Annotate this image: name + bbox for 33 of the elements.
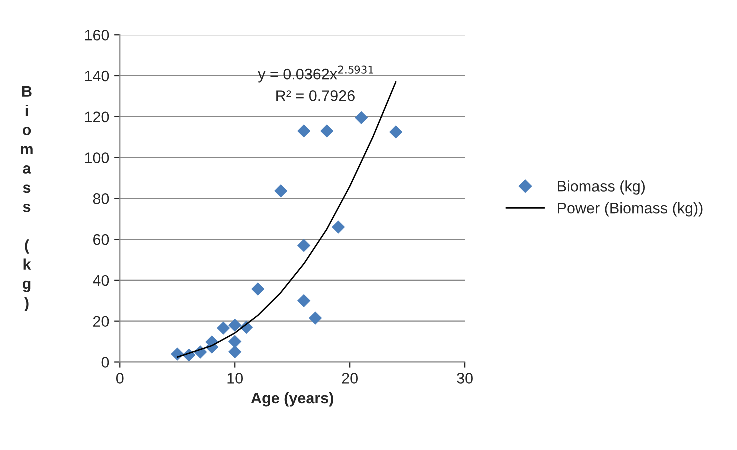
- point: [298, 239, 311, 252]
- y-tick-label: 100: [85, 152, 110, 164]
- point: [332, 220, 346, 234]
- point: [354, 111, 368, 124]
- point: [389, 126, 403, 139]
- point: [252, 282, 265, 296]
- point: [298, 124, 311, 138]
- point: [228, 335, 242, 348]
- x-tick-label: 20: [342, 373, 358, 384]
- point: [228, 345, 242, 359]
- x-tick-label: 0: [116, 373, 124, 384]
- y-tick-label: 160: [85, 30, 110, 41]
- y-tick-label: 40: [93, 275, 110, 286]
- point: [320, 124, 334, 138]
- x-tick-label: 10: [228, 373, 244, 384]
- legend-label: Power (Biomass (kg)): [558, 202, 703, 217]
- y-tick-label: 0: [102, 357, 110, 368]
- point: [308, 312, 322, 325]
- point: [217, 322, 230, 335]
- text: Biomass (kg): [21, 86, 33, 312]
- y-tick-label: 80: [93, 194, 110, 204]
- x-tick-label: 30: [457, 373, 473, 384]
- y-tick-label: 120: [85, 112, 110, 123]
- y-tick-label: 140: [85, 70, 110, 82]
- y-tick-label: 60: [94, 234, 110, 246]
- annotation: y = 0.0362x$^{2.5931}$: [258, 66, 374, 83]
- legend-label: Biomass (kg): [558, 180, 645, 195]
- point: [298, 294, 311, 308]
- y-tick-label: 20: [93, 316, 110, 328]
- x-axis-title: Age (years): [251, 392, 334, 407]
- annotation: R² = 0.7926: [276, 90, 355, 102]
- point: [228, 318, 242, 332]
- point: [274, 184, 288, 198]
